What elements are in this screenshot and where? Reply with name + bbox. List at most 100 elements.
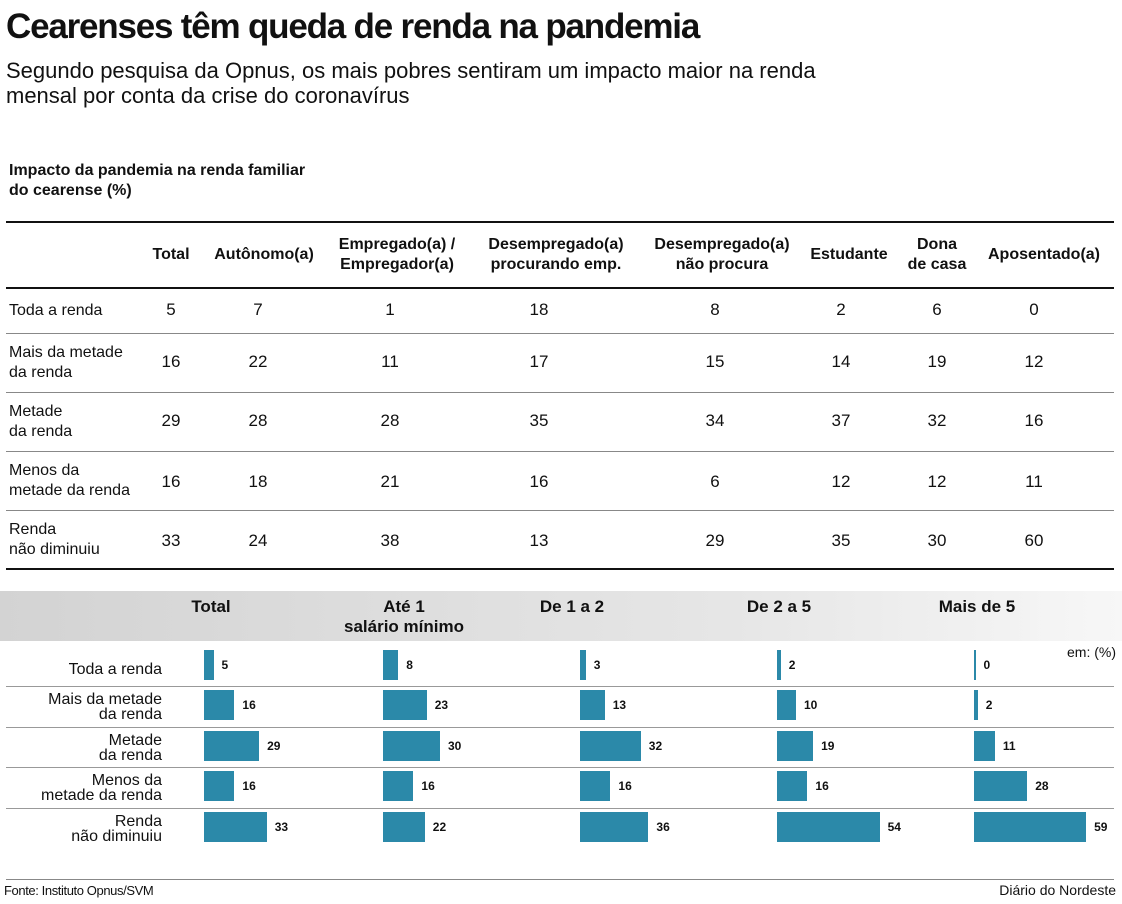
table-row-label: Menos da metade da renda <box>9 462 130 499</box>
bar-value-label: 8 <box>406 658 413 672</box>
bar-category-label: Menos da metade da renda <box>41 772 162 804</box>
bar-value-label: 33 <box>274 820 289 834</box>
table-cell: 1 <box>385 300 395 319</box>
series-header: De 1 a 2 <box>539 597 605 616</box>
table-cell: 38 <box>380 531 400 550</box>
source-credit: Fonte: Instituto Opnus/SVM <box>4 883 154 898</box>
table-bottom-rule <box>6 568 1114 570</box>
publisher-brand: Diário do Nordeste <box>999 882 1116 898</box>
bar <box>383 812 425 842</box>
bar-value-label: 13 <box>612 698 627 712</box>
table-row-divider <box>6 333 1114 334</box>
bar <box>383 731 440 761</box>
table-cell: 21 <box>380 472 400 491</box>
unit-label: em: (%) <box>1067 644 1116 660</box>
table-cell: 34 <box>705 411 725 430</box>
column-header: Autônomo(a) <box>214 246 314 263</box>
table-cell: 32 <box>927 411 947 430</box>
bar-value-label: 0 <box>983 658 991 672</box>
column-header: Aposentado(a) <box>988 246 1100 263</box>
table-cell: 5 <box>166 300 176 319</box>
bar <box>580 771 611 801</box>
table-cell: 33 <box>161 531 181 550</box>
bar-value-label: 16 <box>618 779 632 793</box>
column-header: Empregado(a) / Empregador(a) <box>338 236 456 273</box>
bar-row-divider <box>6 767 1114 768</box>
bar-value-label: 3 <box>593 658 601 672</box>
bar-value-label: 28 <box>1035 779 1049 793</box>
table-cell: 12 <box>927 472 947 491</box>
bar-value-label: 16 <box>421 779 435 793</box>
table-cell: 8 <box>710 300 720 319</box>
bar <box>974 731 995 761</box>
bar <box>580 690 605 720</box>
bar-value-label: 32 <box>648 739 663 753</box>
table-cell: 11 <box>1025 472 1043 491</box>
bar <box>204 650 214 680</box>
column-header: Total <box>152 246 190 263</box>
table-cell: 0 <box>1029 300 1039 319</box>
bar-value-label: 16 <box>815 779 829 793</box>
bar-category-label: Renda não diminuiu <box>71 813 162 845</box>
bar-value-label: 2 <box>985 698 993 712</box>
table-cell: 12 <box>1024 352 1044 371</box>
table-cell: 16 <box>1024 411 1044 430</box>
bar <box>974 650 976 680</box>
bar-value-label: 16 <box>242 779 256 793</box>
series-header: Mais de 5 <box>938 597 1016 616</box>
bar-value-label: 11 <box>1002 739 1016 753</box>
table-cell: 6 <box>932 300 942 319</box>
table-cell: 16 <box>529 472 549 491</box>
column-header: Dona de casa <box>907 236 967 273</box>
bar <box>383 771 414 801</box>
bar <box>777 812 880 842</box>
bar-value-label: 22 <box>432 820 447 834</box>
table-row-divider <box>6 510 1114 511</box>
table-cell: 2 <box>836 300 846 319</box>
column-header: Estudante <box>810 246 888 263</box>
bar-chart-header-band <box>0 591 1122 641</box>
bar <box>204 812 267 842</box>
bar <box>974 771 1028 801</box>
table-row-divider <box>6 392 1114 393</box>
series-header: De 2 a 5 <box>746 597 812 616</box>
table-row-divider <box>6 451 1114 452</box>
bar-row-divider <box>6 727 1114 728</box>
bar-value-label: 36 <box>656 820 670 834</box>
bar <box>383 650 399 680</box>
bar <box>580 731 641 761</box>
bar-value-label: 54 <box>887 820 901 834</box>
table-header-rule <box>6 287 1114 289</box>
bar <box>974 812 1087 842</box>
table-cell: 16 <box>161 472 181 491</box>
table-cell: 16 <box>161 352 181 371</box>
bar <box>777 771 808 801</box>
bar-value-label: 2 <box>788 658 796 672</box>
bar-category-label: Metade da renda <box>98 732 162 764</box>
bar <box>383 690 427 720</box>
table-cell: 17 <box>529 352 549 371</box>
table-cell: 11 <box>381 352 399 371</box>
table-cell: 6 <box>710 472 720 491</box>
table-cell: 14 <box>831 352 851 371</box>
bar-value-label: 19 <box>821 739 835 753</box>
table-cell: 35 <box>529 411 549 430</box>
footer-rule <box>6 879 1114 880</box>
bar-value-label: 5 <box>221 658 229 672</box>
bar-value-label: 30 <box>448 739 462 753</box>
bar <box>204 690 235 720</box>
bar <box>580 812 649 842</box>
bar-row-divider <box>6 808 1114 809</box>
column-header: Desempregado(a) procurando emp. <box>488 236 624 273</box>
table-cell: 7 <box>253 300 263 319</box>
bar <box>580 650 586 680</box>
table-row-label: Toda a renda <box>9 302 103 319</box>
table-row-label: Metade da renda <box>9 403 73 440</box>
table-cell: 60 <box>1024 531 1044 550</box>
table-cell: 15 <box>705 352 725 371</box>
table-cell: 13 <box>529 531 549 550</box>
bar <box>777 650 781 680</box>
bar-category-label: Mais da metade da renda <box>48 691 162 723</box>
bar-value-label: 29 <box>267 739 281 753</box>
table-cell: 28 <box>248 411 268 430</box>
